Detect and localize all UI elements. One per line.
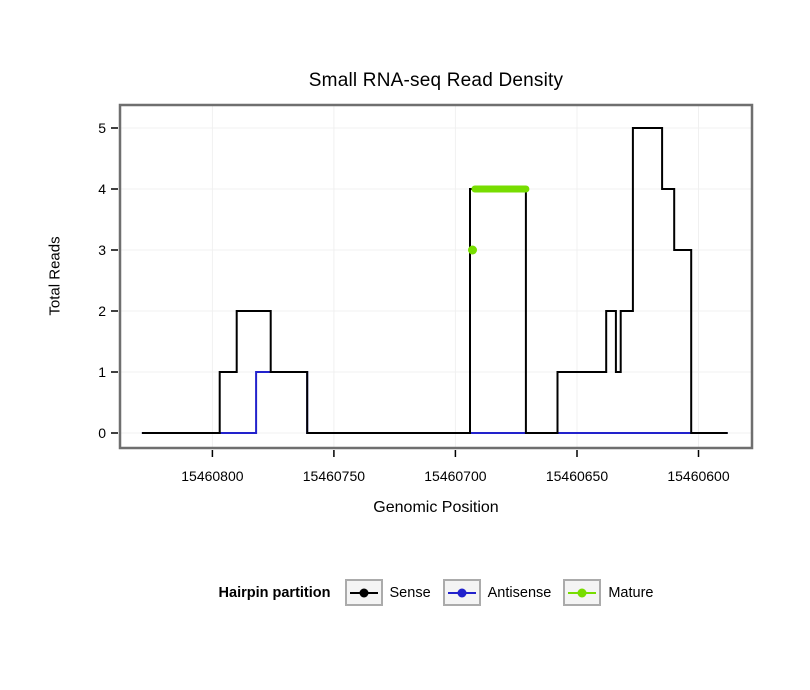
sense-series	[141, 127, 728, 434]
y-axis-title: Total Reads	[46, 236, 64, 316]
mature-key-icon	[563, 579, 602, 606]
legend-item-mature: Mature	[563, 579, 653, 606]
x-axis-title: Genomic Position	[373, 499, 499, 516]
y-tick-label: 3	[98, 242, 106, 258]
legend-label-mature: Mature	[608, 584, 654, 601]
legend-item-sense: Sense	[344, 579, 431, 606]
legend-label-sense: Sense	[389, 584, 431, 601]
plot-area: 15460800 15460750 15460700 15460650 15460600…	[98, 103, 754, 484]
x-tick-label: 15460800	[181, 468, 244, 484]
panel-border	[118, 103, 754, 450]
y-tick-label: 2	[98, 303, 106, 319]
legend-title: Hairpin partition	[218, 584, 331, 601]
x-tick-label: 15460650	[546, 468, 609, 484]
y-tick-label: 1	[98, 364, 106, 380]
legend-label-antisense: Antisense	[487, 584, 552, 601]
x-tick-label: 15460600	[667, 468, 730, 484]
y-tick-label: 4	[98, 181, 106, 197]
y-tick-label: 0	[98, 425, 106, 441]
antisense-series	[141, 371, 728, 434]
mature-point	[468, 245, 477, 255]
chart-title: Small RNA-seq Read Density	[308, 70, 564, 91]
sense-key-icon	[344, 579, 383, 606]
antisense-key-icon	[442, 579, 481, 606]
x-tick-label: 15460700	[424, 468, 487, 484]
y-tick-label: 5	[98, 120, 106, 136]
legend-item-antisense: Antisense	[442, 579, 552, 606]
x-tick-label: 15460750	[303, 468, 366, 484]
legend: Hairpin partition Sense Antisense Mature	[120, 579, 752, 606]
